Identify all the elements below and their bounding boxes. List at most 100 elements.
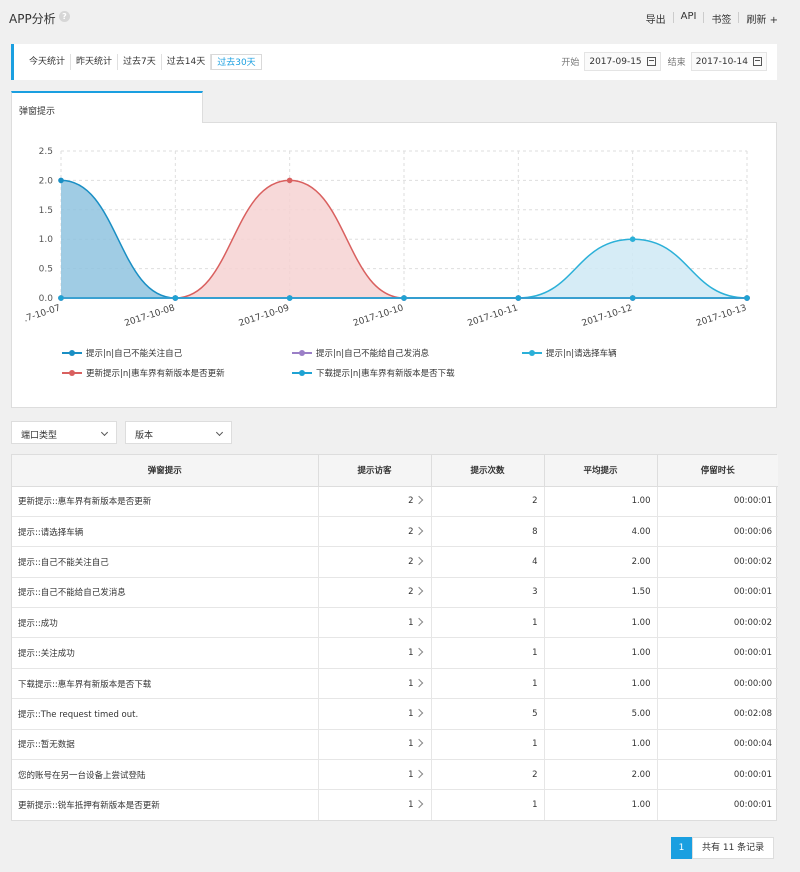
tip-visitors-cell[interactable]: 1 — [318, 607, 432, 639]
chevron-right-icon[interactable] — [414, 556, 423, 566]
avg-tip-value: 1.50 — [631, 587, 651, 598]
x-tick-label: .7-10-07 — [23, 303, 62, 324]
tip-visitors-cell[interactable]: 2 — [318, 516, 432, 548]
table-row[interactable]: 提示::自己不能关注自己 2 4 2.00 00:00:02 — [12, 546, 778, 578]
table-row[interactable]: 您的账号在另一台设备上尝试登陆 1 2 2.00 00:00:01 — [12, 759, 778, 791]
legend-marker-icon — [292, 350, 312, 356]
chevron-right-icon[interactable] — [414, 769, 423, 778]
data-point — [286, 177, 293, 184]
chevron-right-icon[interactable] — [414, 587, 423, 596]
x-tick-label: 2017-10-08 — [123, 303, 176, 329]
popup-tip-value: 提示::关注成功 — [18, 649, 75, 660]
legend-item[interactable]: 提示|n|请选择车辆 — [522, 347, 617, 359]
table-row[interactable]: 提示::关注成功 1 1 1.00 00:00:01 — [12, 637, 778, 669]
range-last-30-days[interactable]: 过去30天 — [211, 54, 262, 70]
table-row[interactable]: 提示::暂无数据 1 1 1.00 00:00:04 — [12, 729, 778, 761]
legend-item[interactable]: 更新提示|n|惠车界有新版本是否更新 — [62, 367, 225, 379]
column-header-popup[interactable]: 弹窗提示 — [12, 455, 319, 487]
column-header-average[interactable]: 平均提示 — [544, 455, 658, 487]
chevron-right-icon[interactable] — [414, 495, 423, 505]
avg-tip-cell: 2.00 — [544, 546, 658, 578]
export-button[interactable]: 导出 — [645, 15, 666, 26]
y-tick-label: 1.0 — [39, 235, 54, 245]
table-row[interactable]: 提示::请选择车辆 2 8 4.00 00:00:06 — [12, 516, 778, 548]
legend-item[interactable]: 提示|n|自己不能给自己发消息 — [292, 347, 429, 359]
tip-visitors-cell[interactable]: 1 — [318, 789, 432, 821]
chevron-right-icon[interactable] — [414, 647, 423, 657]
range-last-7-days[interactable]: 过去7天 — [118, 54, 162, 70]
tip-visitors-cell[interactable]: 1 — [318, 759, 432, 791]
api-button[interactable]: API — [680, 11, 697, 22]
tip-visitors-cell[interactable]: 1 — [318, 637, 432, 669]
chevron-right-icon[interactable] — [414, 617, 423, 626]
calendar-icon[interactable] — [753, 57, 762, 66]
chevron-right-icon[interactable] — [414, 739, 423, 748]
legend-item[interactable]: 下载提示|n|惠车界有新版本是否下载 — [292, 367, 455, 379]
popup-tip-cell: 您的账号在另一台设备上尝试登陆 — [12, 759, 319, 791]
page-button-current[interactable]: 1 — [671, 837, 692, 859]
tab-popup-tips[interactable]: 弹窗提示 — [11, 91, 203, 123]
range-yesterday[interactable]: 昨天统计 — [71, 54, 119, 70]
tip-visitors-cell[interactable]: 2 — [318, 546, 432, 578]
version-select[interactable]: 版本 — [125, 421, 232, 444]
legend-marker-icon — [62, 370, 82, 376]
range-last-14-days[interactable]: 过去14天 — [162, 54, 212, 70]
chevron-right-icon[interactable] — [414, 708, 423, 718]
start-date-field[interactable]: 2017-09-15 — [584, 52, 661, 71]
avg-tip-cell: 1.00 — [544, 789, 658, 821]
start-date-label: 开始 — [561, 58, 580, 68]
avg-tip-value: 1.00 — [631, 739, 651, 750]
chevron-right-icon[interactable] — [414, 800, 423, 809]
table-row[interactable]: 提示::成功 1 1 1.00 00:00:02 — [12, 607, 778, 639]
table-row[interactable]: 提示::The request timed out. 1 5 5.00 00:02:08 — [12, 698, 778, 730]
popup-tip-cell: 更新提示::锐车抵押有新版本是否更新 — [12, 789, 319, 821]
chevron-right-icon[interactable] — [414, 678, 423, 687]
duration-value: 00:00:01 — [733, 648, 772, 659]
interface-type-select[interactable]: 端口类型 — [11, 421, 117, 444]
popup-tip-value: 提示::自己不能关注自己 — [18, 557, 109, 568]
tip-visitors-cell[interactable]: 1 — [318, 698, 432, 730]
range-today[interactable]: 今天统计 — [24, 54, 72, 70]
bookmark-button[interactable]: 书签 — [711, 15, 732, 26]
data-point — [172, 295, 179, 301]
tip-visitors-cell[interactable]: 2 — [318, 577, 432, 609]
refresh-button[interactable]: 刷新 + — [746, 15, 778, 26]
legend-label: 下载提示|n|惠车界有新版本是否下载 — [316, 369, 455, 379]
table-row[interactable]: 更新提示::锐车抵押有新版本是否更新 1 1 1.00 00:00:01 — [12, 789, 778, 821]
popup-tip-cell: 提示::自己不能给自己发消息 — [12, 577, 319, 609]
tip-visitors-cell[interactable]: 1 — [318, 729, 432, 761]
legend-item[interactable]: 提示|n|自己不能关注自己 — [62, 347, 182, 359]
tip-count-cell: 1 — [431, 668, 545, 700]
column-header-visitors[interactable]: 提示访客 — [318, 455, 432, 487]
tip-count-cell: 1 — [431, 637, 545, 669]
popup-tip-cell: 提示::自己不能关注自己 — [12, 546, 319, 578]
page-title: APP分析 — [9, 12, 56, 26]
table-row[interactable]: 更新提示::惠车界有新版本是否更新 2 2 1.00 00:00:01 — [12, 486, 778, 517]
divider — [672, 12, 674, 23]
avg-tip-cell: 1.00 — [544, 668, 658, 700]
popup-tip-value: 提示::成功 — [18, 618, 58, 629]
calendar-icon[interactable] — [646, 57, 656, 66]
tip-visitors-cell[interactable]: 2 — [318, 486, 432, 517]
duration-value: 00:00:01 — [733, 769, 772, 780]
tip-count-value: 3 — [532, 587, 538, 598]
chevron-right-icon[interactable] — [414, 526, 423, 535]
duration-cell: 00:00:01 — [657, 790, 778, 820]
chart-panel: 2.5 2.0 1.5 1.0 0.5 0.0.7-10-07 2017-10-08 2017… — [11, 122, 777, 408]
column-header-duration[interactable]: 停留时长 — [657, 455, 778, 487]
popup-tip-value: 提示::The request timed out. — [18, 709, 139, 720]
tip-count-value: 1 — [532, 678, 538, 689]
table-row[interactable]: 提示::自己不能给自己发消息 2 3 1.50 00:00:01 — [12, 577, 778, 609]
tip-visitors-cell[interactable]: 1 — [318, 668, 432, 700]
interface-type-value: 端口类型 — [21, 431, 58, 441]
avg-tip-value: 1.00 — [631, 678, 651, 689]
tip-visitors-value: 2 — [408, 496, 414, 507]
column-header-count[interactable]: 提示次数 — [431, 455, 545, 487]
date-range-picker: 开始 2017-09-15 结束 2017-10-14 — [561, 52, 767, 71]
avg-tip-cell: 2.00 — [544, 759, 658, 791]
table-row[interactable]: 下载提示::惠车界有新版本是否下载 1 1 1.00 00:00:00 — [12, 668, 778, 700]
help-icon[interactable]: ? — [59, 11, 70, 22]
end-date-field[interactable]: 2017-10-14 — [690, 52, 767, 71]
duration-value: 00:00:06 — [733, 526, 772, 537]
popup-tip-cell: 提示::请选择车辆 — [12, 516, 319, 548]
